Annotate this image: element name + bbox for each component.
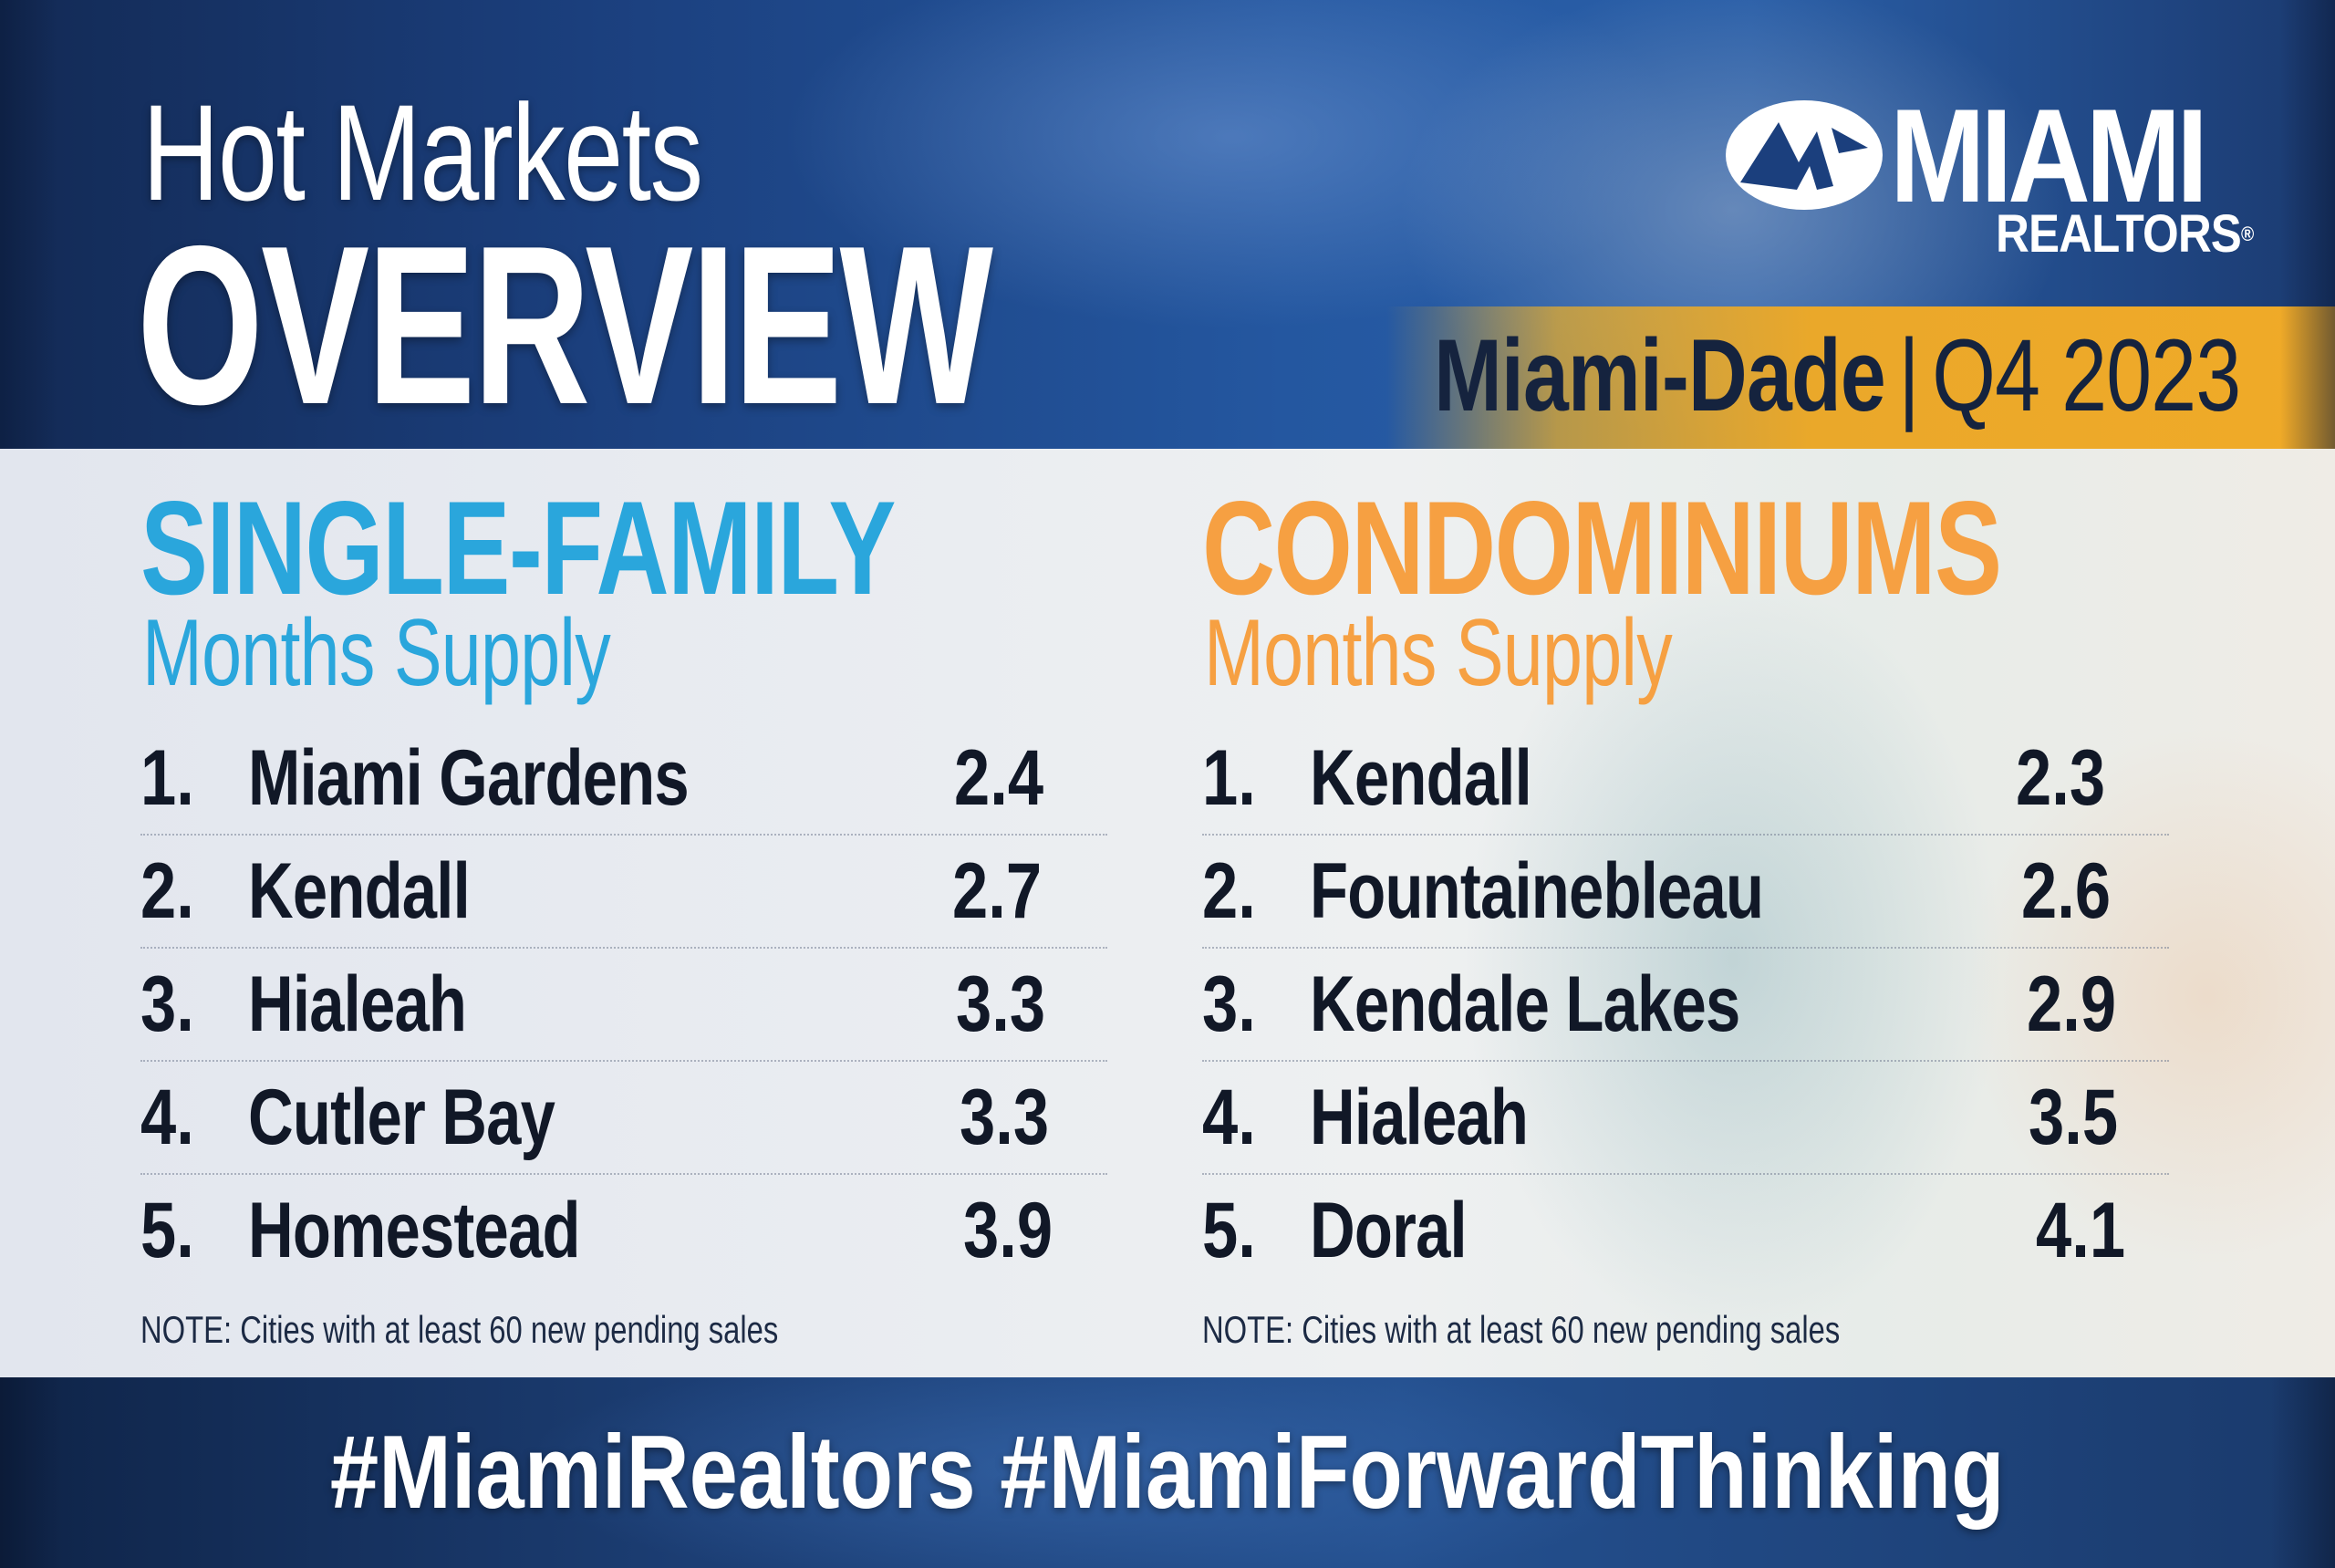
period: Q4 2023 [1931,318,2241,432]
list-item: 3. Hialeah 3.3 [140,949,1107,1062]
rank: 1. [140,734,194,822]
list-item: 1. Kendall 2.3 [1202,722,2169,836]
logo-sub-text: REALTORS [1996,204,2242,264]
single-family-subtitle: Months Supply [142,600,611,706]
city-name: Homestead [248,1187,580,1274]
hashtags-text: #MiamiRealtors #MiamiForwardThinking [330,1415,2005,1531]
miami-logo-mark-icon [1726,100,1883,210]
city-name: Kendall [248,847,471,935]
city-name: Kendall [1310,734,1532,822]
months-supply-value: 2.7 [952,847,1043,935]
single-family-list: 1. Miami Gardens 2.4 2. Kendall 2.7 3. H… [140,722,1107,1288]
rank: 5. [1202,1187,1256,1274]
list-item: 5. Homestead 3.9 [140,1175,1107,1288]
list-item: 4. Cutler Bay 3.3 [140,1062,1107,1175]
region-separator: | [1897,318,1919,432]
region-bar [1386,306,2335,449]
registered-mark: ® [2240,223,2254,245]
city-name: Hialeah [248,961,467,1048]
title-overview: OVERVIEW [137,198,993,449]
single-family-title: SINGLE-FAMILY [140,473,896,622]
list-item: 5. Doral 4.1 [1202,1175,2169,1288]
city-name: Doral [1310,1187,1468,1274]
rank: 3. [1202,961,1256,1048]
list-item: 2. Kendall 2.7 [140,836,1107,949]
months-supply-value: 2.3 [2016,734,2106,822]
list-item: 4. Hialeah 3.5 [1202,1062,2169,1175]
single-family-note: NOTE: Cities with at least 60 new pendin… [140,1308,779,1351]
rank: 2. [140,847,194,935]
list-item: 2. Fountainebleau 2.6 [1202,836,2169,949]
months-supply-value: 4.1 [2036,1187,2126,1274]
logo-word-realtors: REALTORS® [1996,208,2254,261]
city-name: Fountainebleau [1310,847,1764,935]
rank: 1. [1202,734,1256,822]
rank: 4. [140,1074,194,1161]
months-supply-value: 2.4 [954,734,1044,822]
months-supply-value: 3.3 [960,1074,1050,1161]
list-item: 1. Miami Gardens 2.4 [140,722,1107,836]
hashtags-row: #MiamiRealtors #MiamiForwardThinking [0,1421,2335,1525]
content-panel: SINGLE-FAMILY Months Supply 1. Miami Gar… [0,449,2335,1377]
months-supply-value: 3.3 [956,961,1046,1048]
condominiums-title: CONDOMINIUMS [1202,473,2002,622]
city-name: Cutler Bay [248,1074,555,1161]
condominiums-list: 1. Kendall 2.3 2. Fountainebleau 2.6 3. … [1202,722,2169,1288]
months-supply-value: 3.5 [2029,1074,2119,1161]
rank: 5. [140,1187,194,1274]
title-hot-markets: Hot Markets [142,76,703,229]
region-name: Miami-Dade [1433,318,1886,432]
rank: 2. [1202,847,1256,935]
rank: 4. [1202,1074,1256,1161]
logo-word-miami: MIAMI [1890,81,2208,230]
city-name: Miami Gardens [248,734,690,822]
footer-banner: #MiamiRealtors #MiamiForwardThinking [0,1377,2335,1568]
city-name: Kendale Lakes [1310,961,1740,1048]
city-name: Hialeah [1310,1074,1529,1161]
condominiums-subtitle: Months Supply [1204,600,1673,706]
months-supply-value: 2.6 [2021,847,2112,935]
miami-realtors-logo: MIAMI REALTORS® [1722,89,2254,261]
rank: 3. [140,961,194,1048]
header-banner: Hot Markets OVERVIEW Miami-Dade | Q4 2023 … [0,0,2335,449]
region-period: Miami-Dade | Q4 2023 [1434,325,2241,427]
condominiums-note: NOTE: Cities with at least 60 new pendin… [1202,1308,1841,1351]
months-supply-value: 3.9 [963,1187,1053,1274]
list-item: 3. Kendale Lakes 2.9 [1202,949,2169,1062]
months-supply-value: 2.9 [2027,961,2117,1048]
